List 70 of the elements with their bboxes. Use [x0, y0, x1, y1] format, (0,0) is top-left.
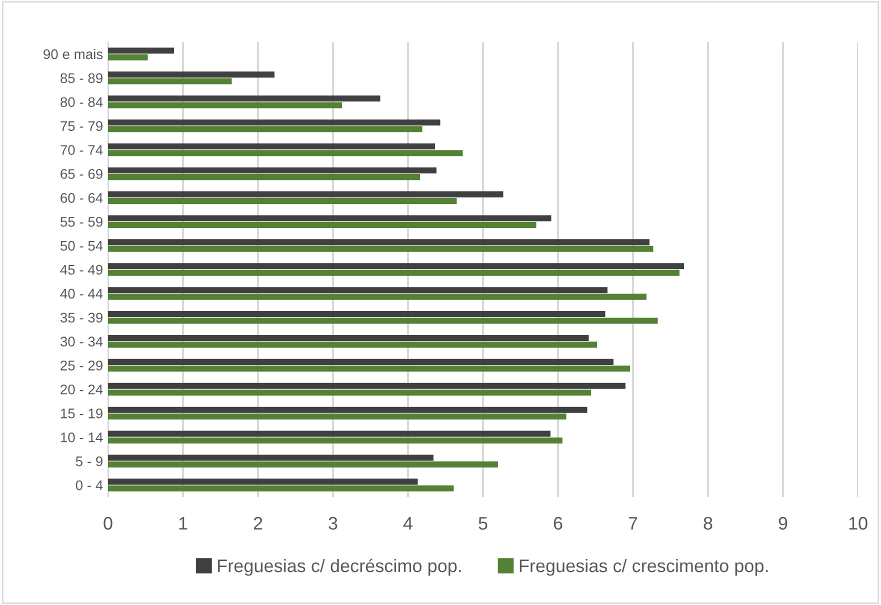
y-tick-label: 35 - 39: [60, 312, 102, 323]
y-tick-label: 55 - 59: [60, 216, 102, 227]
bar: [108, 311, 606, 318]
x-tick-label: 0: [104, 516, 112, 530]
bar: [108, 102, 342, 108]
bar: [108, 358, 614, 365]
bar: [108, 287, 608, 294]
x-tick-label: 4: [403, 517, 412, 530]
bar: [108, 191, 504, 198]
bar: [108, 485, 454, 492]
y-tick-label: 60 - 64: [60, 192, 103, 203]
bar: [108, 150, 463, 156]
bar: [108, 263, 684, 270]
bar: [108, 215, 552, 222]
y-tick-label: 5 - 9: [76, 456, 102, 466]
x-tick-label: 9: [778, 516, 788, 530]
bar: [108, 437, 562, 444]
bar: [108, 126, 422, 132]
y-tick-label: 10 - 14: [60, 432, 103, 442]
bar: [108, 270, 680, 276]
bar: [108, 454, 434, 461]
bar: [108, 239, 650, 246]
bar: [108, 390, 591, 396]
bar: [108, 119, 440, 126]
bar: [108, 294, 646, 300]
y-tick-label: 65 - 69: [60, 169, 102, 179]
bar: [108, 48, 174, 54]
y-tick-label: 70 - 74: [60, 145, 103, 155]
x-tick-label: 5: [478, 517, 488, 530]
bar: [108, 72, 274, 78]
y-tick-label: 25 - 29: [60, 360, 102, 370]
y-tick-label: 50 - 54: [60, 240, 103, 251]
bar: [108, 143, 435, 150]
bar: [108, 54, 148, 60]
bar: [108, 382, 626, 389]
bar: [108, 342, 597, 348]
x-tick-label: 8: [704, 516, 712, 530]
bar: [108, 478, 418, 485]
y-tick-label: 30 - 34: [60, 336, 103, 347]
bar: [108, 414, 566, 420]
bar: [108, 246, 654, 252]
y-tick-label: 40 - 44: [60, 288, 103, 299]
bar: [108, 461, 498, 468]
y-tick-label: 20 - 24: [60, 384, 103, 394]
x-tick-label: 1: [179, 517, 188, 530]
bar: [108, 334, 589, 342]
y-tick-label: 85 - 89: [60, 73, 102, 84]
bar: [108, 167, 436, 174]
x-tick-label: 10: [849, 516, 868, 530]
y-tick-label: 75 - 79: [60, 121, 102, 131]
legend-label: Freguesias c/ decréscimo pop.: [218, 558, 461, 576]
bar: [108, 406, 588, 413]
bar: [108, 366, 630, 372]
bar: [108, 318, 658, 324]
bar: [108, 430, 550, 437]
y-tick-label: 45 - 49: [60, 264, 102, 275]
y-tick-label: 15 - 19: [60, 408, 102, 418]
bar: [108, 222, 536, 228]
x-tick-label: 2: [254, 516, 262, 530]
bar: [108, 174, 420, 180]
bar: [108, 96, 380, 102]
y-tick-label: 90 e mais: [44, 48, 103, 60]
x-tick-label: 6: [554, 516, 562, 530]
bar: [108, 198, 457, 204]
x-tick-label: 7: [628, 517, 638, 530]
y-tick-label: 80 - 84: [60, 97, 103, 108]
legend-label: Freguesias c/ crescimento pop.: [520, 558, 768, 576]
y-tick-label: 0 - 4: [76, 480, 103, 490]
x-tick-label: 3: [328, 516, 338, 530]
bar: [108, 78, 232, 84]
